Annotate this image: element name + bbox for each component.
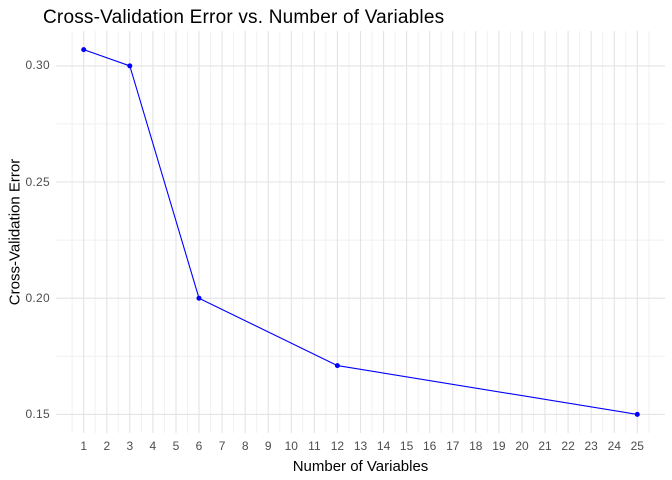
data-point	[634, 411, 640, 417]
plot-area-svg	[56, 31, 665, 433]
x-tick-label: 24	[607, 439, 621, 453]
x-tick-label: 13	[353, 439, 368, 453]
data-point	[196, 295, 202, 301]
y-tick-label: 0.25	[25, 174, 50, 189]
x-tick-label: 25	[630, 439, 644, 453]
data-point	[81, 47, 87, 53]
x-tick-label: 5	[172, 439, 180, 453]
x-tick-label: 14	[376, 439, 391, 453]
x-axis-title: Number of Variables	[292, 458, 429, 475]
x-tick-label: 2	[103, 439, 111, 453]
x-tick-label: 15	[399, 439, 414, 453]
x-tick-label: 11	[308, 439, 321, 453]
data-point	[334, 363, 340, 369]
chart-title: Cross-Validation Error vs. Number of Var…	[43, 7, 445, 28]
x-tick-label: 19	[492, 439, 506, 453]
x-tick-label: 10	[284, 439, 298, 453]
x-tick-label: 23	[584, 439, 598, 453]
x-tick-label: 8	[241, 439, 249, 453]
x-tick-label: 12	[330, 439, 345, 453]
x-tick-label: 18	[469, 439, 483, 453]
x-tick-label: 22	[561, 439, 575, 453]
x-tick-label: 9	[264, 439, 272, 453]
x-tick-label: 1	[80, 439, 88, 453]
data-point	[127, 63, 133, 69]
x-tick-label: 4	[149, 439, 157, 453]
x-tick-label: 21	[538, 439, 552, 453]
x-tick-label: 16	[423, 439, 437, 453]
y-tick-label: 0.15	[25, 406, 50, 421]
x-tick-label: 17	[446, 439, 460, 453]
y-tick-label: 0.30	[25, 58, 50, 73]
y-tick-label: 0.20	[25, 290, 50, 305]
x-tick-label: 7	[218, 439, 226, 453]
plot-panel	[56, 31, 665, 433]
x-tick-label: 3	[126, 439, 134, 453]
x-tick-label: 20	[515, 439, 529, 453]
x-tick-label: 6	[195, 439, 203, 453]
